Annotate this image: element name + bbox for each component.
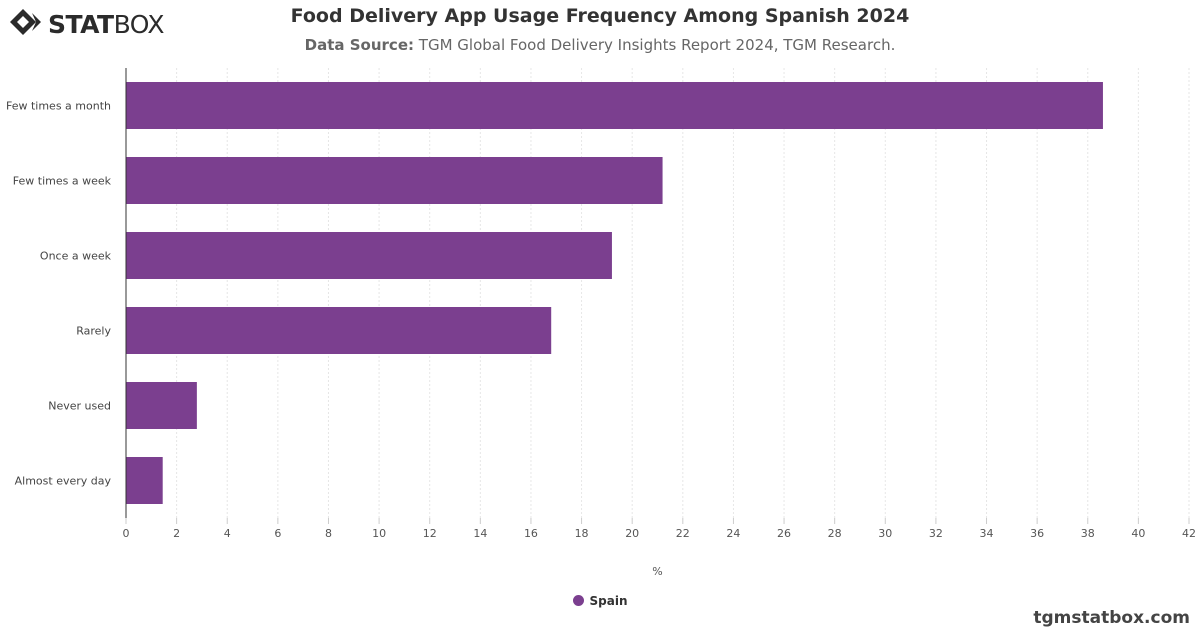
- x-tick-label: 36: [1030, 527, 1044, 540]
- x-tick-label: 32: [929, 527, 943, 540]
- x-tick-label: 16: [524, 527, 538, 540]
- bar[interactable]: [126, 157, 663, 204]
- y-category-label: Rarely: [76, 325, 111, 338]
- x-axis-title: %: [652, 565, 662, 578]
- x-tick-label: 28: [828, 527, 842, 540]
- y-category-label: Almost every day: [15, 475, 112, 488]
- legend[interactable]: Spain: [0, 594, 1200, 608]
- chart-title: Food Delivery App Usage Frequency Among …: [290, 5, 910, 27]
- bar[interactable]: [126, 232, 612, 279]
- x-tick-label: 42: [1182, 527, 1196, 540]
- x-tick-label: 20: [625, 527, 639, 540]
- logo-wordmark: STATBOX: [48, 10, 165, 39]
- y-category-label: Few times a month: [6, 100, 111, 113]
- x-tick-label: 10: [372, 527, 386, 540]
- x-tick-label: 4: [224, 527, 231, 540]
- x-tick-label: 38: [1081, 527, 1095, 540]
- chart-subtitle: Data Source: TGM Global Food Delivery In…: [0, 36, 1200, 54]
- bar[interactable]: [126, 457, 163, 504]
- statbox-logo: STATBOX: [10, 8, 180, 38]
- x-tick-label: 2: [173, 527, 180, 540]
- source-label: Data Source:: [304, 36, 414, 54]
- source-text: TGM Global Food Delivery Insights Report…: [418, 36, 896, 54]
- y-category-label: Never used: [48, 400, 111, 413]
- y-category-label: Few times a week: [13, 175, 112, 188]
- legend-label-spain: Spain: [589, 594, 628, 608]
- footer-site: tgmstatbox.com: [1033, 608, 1190, 628]
- x-tick-label: 6: [274, 527, 281, 540]
- x-tick-label: 30: [878, 527, 892, 540]
- x-tick-label: 40: [1131, 527, 1145, 540]
- legend-marker: [572, 595, 584, 606]
- x-tick-label: 34: [980, 527, 994, 540]
- bar[interactable]: [126, 307, 552, 354]
- x-tick-label: 12: [423, 527, 437, 540]
- x-tick-label: 8: [325, 527, 332, 540]
- x-tick-label: 22: [676, 527, 690, 540]
- x-tick-label: 18: [575, 527, 589, 540]
- bar[interactable]: [126, 382, 197, 429]
- statbox-logo-icon: [10, 9, 41, 35]
- y-category-label: Once a week: [40, 250, 112, 263]
- x-tick-label: 14: [473, 527, 487, 540]
- x-tick-label: 24: [726, 527, 740, 540]
- bar[interactable]: [126, 82, 1103, 129]
- x-tick-label: 0: [123, 527, 130, 540]
- x-tick-label: 26: [777, 527, 791, 540]
